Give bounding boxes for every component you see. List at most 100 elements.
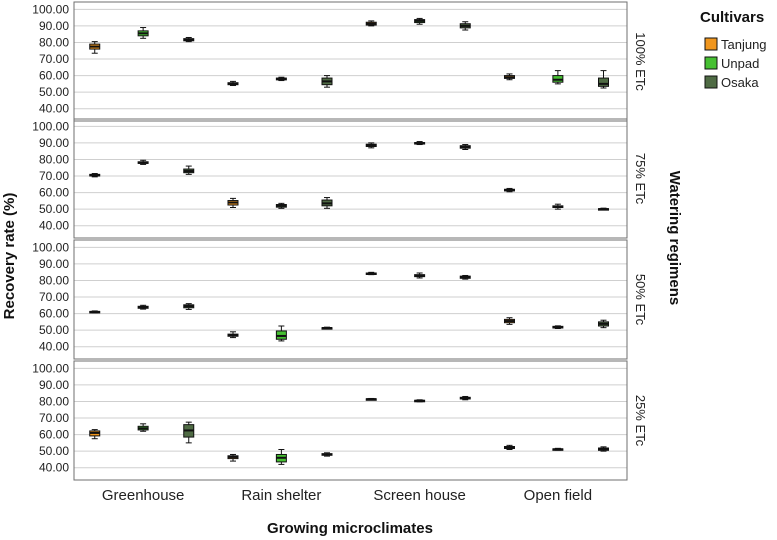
box-50-etc-greenhouse-osaka — [183, 303, 195, 310]
x-axis-title: Growing microclimates — [267, 520, 433, 537]
box-25-etc-greenhouse-unpad — [137, 423, 149, 432]
box-75-etc-greenhouse-osaka — [183, 165, 195, 175]
box-100-etc-greenhouse-osaka — [183, 36, 195, 43]
y-tick-label: 80.00 — [39, 273, 69, 287]
box-50-etc-screen-house-osaka — [459, 274, 471, 280]
box-100-etc-greenhouse-unpad — [137, 27, 149, 39]
y-tick-label: 70.00 — [39, 411, 69, 425]
box-50-etc-greenhouse-tanjung — [89, 310, 101, 314]
panel-frame — [73, 118, 628, 239]
x-category-label: Screen house — [373, 487, 466, 504]
legend-label-osaka: Osaka — [721, 75, 759, 90]
box-75-etc-rain-shelter-osaka — [321, 197, 333, 209]
y-tick-label: 90.00 — [39, 136, 69, 150]
y-tick-label: 40.00 — [39, 219, 69, 233]
box-100-etc-rain-shelter-osaka — [321, 75, 333, 88]
panel-frame — [73, 1, 628, 122]
legend-label-tanjung: Tanjung — [721, 37, 767, 52]
y-tick-label: 50.00 — [39, 202, 69, 216]
box-50-etc-open-field-unpad — [552, 325, 564, 329]
y-tick-label: 60.00 — [39, 186, 69, 200]
box-50-etc-open-field-tanjung — [503, 317, 515, 325]
y-tick-label: 60.00 — [39, 428, 69, 442]
y-tick-label: 100.00 — [32, 2, 69, 16]
box-50-etc-greenhouse-unpad — [137, 304, 149, 310]
legend-label-unpad: Unpad — [721, 56, 759, 71]
box-100-etc-greenhouse-tanjung — [89, 41, 101, 54]
box-25-etc-rain-shelter-osaka — [321, 452, 333, 457]
box-100-etc-open-field-osaka — [597, 70, 609, 89]
x-category-label: Open field — [524, 487, 592, 504]
y-tick-label: 70.00 — [39, 290, 69, 304]
box-marks — [89, 17, 609, 465]
y-tick-label: 100.00 — [32, 240, 69, 254]
facet-label: 100% ETc — [633, 32, 648, 91]
box-50-etc-rain-shelter-unpad — [275, 325, 287, 342]
y-axis-title: Recovery rate (%) — [1, 193, 18, 320]
y-tick-label: 40.00 — [39, 461, 69, 475]
box-75-etc-greenhouse-tanjung — [89, 173, 101, 178]
box-75-etc-open-field-tanjung — [503, 187, 515, 193]
box-75-etc-greenhouse-unpad — [137, 159, 149, 165]
box-75-etc-rain-shelter-unpad — [275, 202, 287, 209]
box-75-etc-open-field-unpad — [552, 203, 564, 210]
box-100-etc-rain-shelter-unpad — [275, 76, 287, 82]
y-tick-label: 100.00 — [32, 361, 69, 375]
box-100-etc-open-field-unpad — [552, 70, 564, 85]
gridlines — [74, 8, 627, 469]
y-tick-label: 40.00 — [39, 102, 69, 116]
box-25-etc-screen-house-osaka — [459, 395, 471, 401]
y-tick-label: 70.00 — [39, 52, 69, 66]
y-tick-label: 80.00 — [39, 152, 69, 166]
y-tick-label: 70.00 — [39, 169, 69, 183]
facet-label: 75% ETc — [633, 153, 648, 205]
panel-frame — [73, 239, 628, 360]
box-50-etc-screen-house-tanjung — [365, 271, 377, 276]
box-100-etc-screen-house-tanjung — [365, 20, 377, 27]
box-50-etc-open-field-osaka — [597, 319, 609, 329]
facet-labels: 100% ETc 75% ETc 50% ETc 25% ETc — [633, 32, 648, 446]
box-75-etc-screen-house-osaka — [459, 144, 471, 151]
legend: Cultivars Tanjung Unpad Osaka — [700, 9, 767, 90]
box-100-etc-screen-house-unpad — [414, 17, 426, 25]
box-75-etc-screen-house-unpad — [414, 141, 426, 146]
box-100-etc-open-field-tanjung — [503, 73, 515, 81]
box-iqr — [597, 77, 609, 87]
legend-swatch-unpad — [704, 56, 718, 70]
facet-label: 25% ETc — [633, 395, 648, 447]
y-tick-label: 80.00 — [39, 394, 69, 408]
y-tick-label: 50.00 — [39, 85, 69, 99]
y-tick-label: 60.00 — [39, 69, 69, 83]
panel-frame — [73, 360, 628, 481]
facet-axis-title: Watering regimens — [666, 171, 683, 305]
y-tick-label: 90.00 — [39, 257, 69, 271]
legend-title: Cultivars — [700, 9, 764, 26]
box-25-etc-screen-house-unpad — [414, 399, 426, 403]
box-25-etc-open-field-unpad — [552, 447, 564, 451]
box-25-etc-screen-house-tanjung — [365, 397, 377, 401]
y-tick-label: 40.00 — [39, 340, 69, 354]
box-25-etc-greenhouse-tanjung — [89, 429, 101, 440]
panel-frames — [73, 1, 628, 481]
x-category-label: Rain shelter — [241, 487, 321, 504]
legend-swatch-osaka — [704, 75, 718, 89]
legend-swatch-tanjung — [704, 37, 718, 51]
box-75-etc-rain-shelter-tanjung — [227, 197, 239, 208]
box-50-etc-rain-shelter-osaka — [321, 326, 333, 330]
y-tick-label: 80.00 — [39, 35, 69, 49]
box-25-etc-open-field-tanjung — [503, 444, 515, 450]
y-tick-label: 100.00 — [32, 119, 69, 133]
box-75-etc-open-field-osaka — [597, 207, 609, 211]
box-50-etc-rain-shelter-tanjung — [227, 331, 239, 339]
box-25-etc-rain-shelter-tanjung — [227, 453, 239, 462]
box-25-etc-rain-shelter-unpad — [275, 448, 287, 465]
y-tick-labels: 40.00 50.00 60.00 70.00 80.00 90.00 100.00 40.0… — [32, 2, 69, 474]
facet-label: 50% ETc — [633, 274, 648, 326]
y-tick-label: 60.00 — [39, 307, 69, 321]
y-tick-label: 90.00 — [39, 378, 69, 392]
box-75-etc-screen-house-tanjung — [365, 142, 377, 149]
x-category-label: Greenhouse — [102, 487, 185, 504]
x-category-labels: Greenhouse Rain shelter Screen house Open f… — [102, 487, 592, 504]
